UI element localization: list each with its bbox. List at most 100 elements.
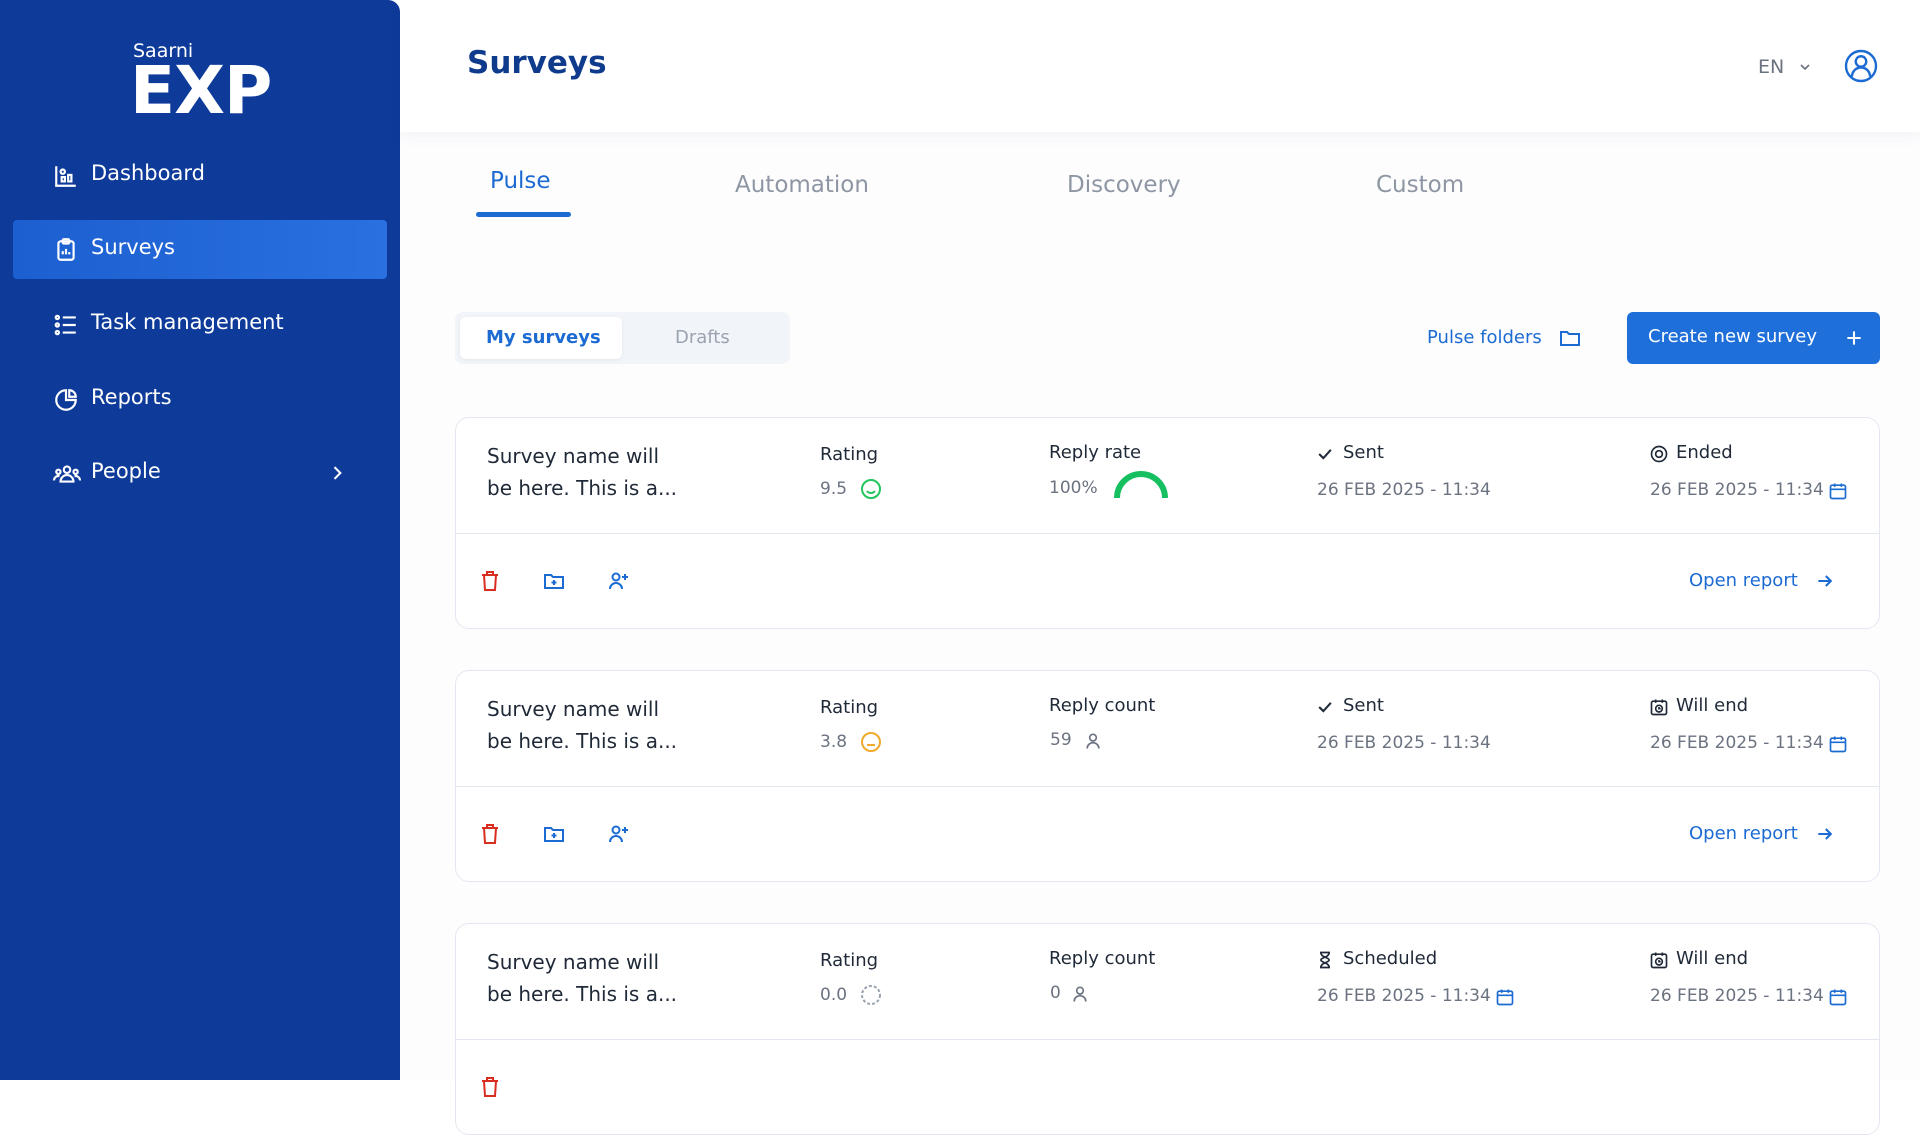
reply-gauge <box>1114 471 1168 499</box>
chevron <box>333 466 342 480</box>
end-date: 26 FEB 2025 - 11:34 <box>1650 480 1824 500</box>
calendar-icon[interactable] <box>1828 987 1848 1007</box>
status: Sent <box>1343 695 1384 716</box>
metric: 0 <box>1050 983 1061 1003</box>
folders-link[interactable]: Pulse folders <box>1427 327 1542 348</box>
calendar-icon[interactable] <box>1828 481 1848 501</box>
survey-name: Survey name will be here. This is a... <box>487 440 677 504</box>
tab[interactable]: Pulse <box>490 168 551 194</box>
icon <box>55 389 77 411</box>
move-folder-icon[interactable] <box>542 569 566 593</box>
nav-label: Surveys <box>91 235 175 259</box>
survey-name: Survey name will be here. This is a... <box>487 946 677 1010</box>
metric-label: Reply rate <box>1049 442 1142 463</box>
nav-label: Reports <box>91 385 172 409</box>
person-icon <box>1086 733 1100 749</box>
rating: 3.8 <box>820 732 848 752</box>
nav-label: Task management <box>91 310 284 334</box>
status-icon <box>1318 702 1332 713</box>
open-report[interactable]: Open report <box>1689 570 1798 591</box>
page-title: Surveys <box>467 45 607 81</box>
end-date: 26 FEB 2025 - 11:34 <box>1650 986 1824 1006</box>
nav-item[interactable]: Dashboard <box>13 146 387 205</box>
divider <box>456 1039 1879 1040</box>
open-report[interactable]: Open report <box>1689 823 1798 844</box>
delete-icon[interactable] <box>478 1075 502 1099</box>
user-icon[interactable] <box>1843 48 1879 84</box>
segment[interactable]: My surveys <box>486 327 601 348</box>
sent-date: 26 FEB 2025 - 11:34 <box>1317 986 1491 1006</box>
divider <box>456 786 1879 787</box>
assign-icon[interactable] <box>607 822 631 846</box>
person-icon <box>1073 986 1087 1002</box>
end-icon <box>1650 445 1668 463</box>
rating-face <box>861 732 881 752</box>
metric-label: Reply count <box>1049 948 1156 969</box>
sent-date: 26 FEB 2025 - 11:34 <box>1317 480 1491 500</box>
brand-small: Saarni <box>133 40 194 62</box>
button-label: Create new survey <box>1648 326 1818 347</box>
survey-name: Survey name will be here. This is a... <box>487 693 677 757</box>
create-button[interactable]: Create new survey <box>1627 312 1880 364</box>
brand-large: EXP <box>130 52 272 129</box>
sent-date: 26 FEB 2025 - 11:34 <box>1317 733 1491 753</box>
nav-item[interactable]: Task management <box>13 295 387 354</box>
tab-underline <box>476 212 571 217</box>
icon <box>54 314 76 336</box>
nav-label: People <box>91 459 161 483</box>
arrow-icon <box>1818 828 1833 840</box>
icon <box>53 465 81 483</box>
rating: 9.5 <box>820 479 848 499</box>
name-line: Survey name will <box>487 950 660 974</box>
status-icon <box>1318 449 1332 460</box>
rating-label: Rating <box>820 444 879 465</box>
language[interactable]: EN <box>1758 56 1785 78</box>
name-line: be here. This is a... <box>487 476 678 500</box>
segment-control: My surveys Drafts <box>455 312 790 364</box>
status-icon <box>1319 951 1331 969</box>
tab[interactable]: Custom <box>1376 172 1465 198</box>
survey-card: Survey name will be here. This is a... Ra… <box>455 923 1880 1135</box>
metric-label: Reply count <box>1049 695 1156 716</box>
header: Surveys EN <box>400 0 1920 132</box>
name-line: be here. This is a... <box>487 982 678 1006</box>
icon <box>55 166 76 187</box>
name-line: be here. This is a... <box>487 729 678 753</box>
nav-item[interactable]: People <box>13 444 387 503</box>
arrow-icon <box>1818 575 1833 587</box>
survey-card: Survey name will be here. This is a... Ra… <box>455 417 1880 629</box>
rating-face <box>861 479 881 499</box>
metric: 100% <box>1049 478 1098 498</box>
rating-label: Rating <box>820 950 879 971</box>
segment[interactable]: Drafts <box>675 327 730 348</box>
end-icon <box>1650 952 1668 969</box>
nav-label: Dashboard <box>91 161 205 185</box>
plus-icon <box>1847 331 1861 345</box>
end-status: Ended <box>1676 442 1733 463</box>
name-line: Survey name will <box>487 697 660 721</box>
move-folder-icon[interactable] <box>542 822 566 846</box>
tab[interactable]: Automation <box>735 172 869 198</box>
rating-label: Rating <box>820 697 879 718</box>
folder-icon <box>1560 331 1580 346</box>
rating-face <box>861 985 881 1005</box>
status: Scheduled <box>1343 948 1438 969</box>
end-status: Will end <box>1676 695 1749 716</box>
end-icon <box>1650 699 1668 716</box>
delete-icon[interactable] <box>478 822 502 846</box>
nav-item[interactable]: Reports <box>13 370 387 429</box>
tab[interactable]: Discovery <box>1067 172 1181 198</box>
assign-icon[interactable] <box>607 569 631 593</box>
chevron <box>1800 64 1810 71</box>
status: Sent <box>1343 442 1384 463</box>
delete-icon[interactable] <box>478 569 502 593</box>
metric: 59 <box>1050 730 1072 750</box>
nav-item[interactable]: Surveys <box>13 220 387 279</box>
end-date: 26 FEB 2025 - 11:34 <box>1650 733 1824 753</box>
calendar-icon[interactable] <box>1828 734 1848 754</box>
sidebar: Saarni EXP Dashboard Surveys Task manage… <box>0 0 400 1080</box>
icon <box>57 238 75 261</box>
segment-active <box>460 317 622 359</box>
calendar-icon[interactable] <box>1495 987 1515 1007</box>
